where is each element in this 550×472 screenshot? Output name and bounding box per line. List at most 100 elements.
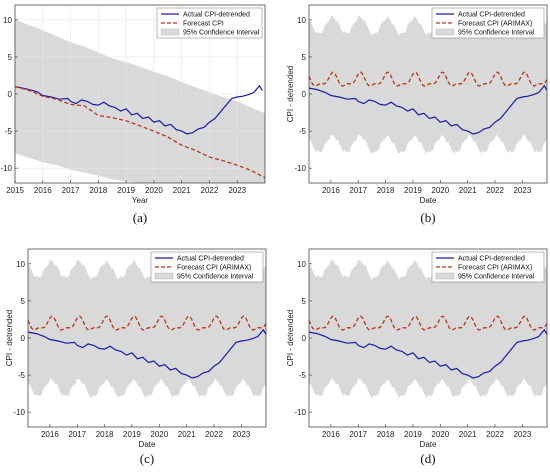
y-tick-label: 0	[21, 334, 26, 343]
chart-panel-c: -10 -5 0 5 10 2016 2017 2018 2019 2020 2021 2022 202…	[5, 248, 267, 466]
x-tick-label: 2019	[123, 430, 141, 439]
x-axis-label: Date	[139, 440, 156, 449]
y-tick-label: -5	[5, 127, 13, 136]
x-tick-label: 2018	[96, 430, 114, 439]
actual-line	[309, 84, 547, 135]
legend-swatch-ci	[435, 272, 455, 280]
legend: Actual CPI-detrended Forecast CPI (ARIMAX…	[431, 7, 545, 39]
y-tick-label: 10	[297, 260, 306, 269]
x-tick-label: 2016	[34, 186, 52, 195]
x-tick-label: 2020	[145, 186, 163, 195]
y-tick-label: 5	[21, 297, 26, 306]
y-tick-label: 5	[302, 53, 307, 62]
chart-panel-b: -10 -5 0 5 10 2016 2017 2018 2019 2020 2021 2022 202…	[286, 4, 548, 225]
confidence-band	[15, 19, 265, 183]
legend: Actual CPI-detrended Forecast CPI (ARIMAX…	[150, 251, 264, 283]
x-tick-label: 2021	[459, 186, 477, 195]
y-tick-label: -10	[13, 408, 25, 417]
legend-label: 95% Confidence Interval	[458, 30, 535, 37]
legend-label: 95% Confidence Interval	[458, 274, 535, 281]
x-tick-label: 2021	[459, 430, 477, 439]
forecast-line	[28, 315, 266, 331]
y-tick-label: 0	[8, 90, 13, 99]
y-tick-label: -5	[299, 371, 307, 380]
x-tick-label: 2022	[486, 430, 504, 439]
chart-panel-a: -10 -5 0 5 10 2015 2016 2017 2018 2019 2020 2021 202…	[0, 4, 266, 225]
legend-label: Actual CPI-detrended	[458, 256, 525, 263]
x-tick-label: 2017	[349, 430, 367, 439]
y-tick-label: 0	[302, 334, 307, 343]
forecast-line	[309, 315, 547, 331]
x-tick-label: 2017	[68, 430, 86, 439]
x-tick-label: 2019	[117, 186, 135, 195]
y-tick-label: 10	[297, 16, 306, 25]
x-tick-label: 2023	[228, 186, 246, 195]
legend-label: Actual CPI-detrended	[177, 256, 244, 263]
legend: Actual CPI-detrended Forecast CPI (ARIMAX…	[431, 251, 545, 283]
y-tick-label: -10	[294, 408, 306, 417]
legend-label: 95% Confidence Interval	[177, 274, 254, 281]
panel-label: (b)	[420, 210, 435, 225]
y-tick-label: -10	[0, 164, 12, 173]
x-tick-label: 2019	[404, 430, 422, 439]
y-axis-label: CPI - detrended	[286, 310, 295, 366]
legend-label: Forecast CPI	[183, 21, 224, 28]
y-tick-label: 5	[8, 53, 13, 62]
x-tick-label: 2016	[322, 430, 340, 439]
x-tick-label: 2020	[150, 430, 168, 439]
panel-label: (a)	[133, 210, 147, 225]
forecast-line	[309, 71, 547, 87]
x-tick-label: 2016	[41, 430, 59, 439]
x-tick-label: 2022	[486, 186, 504, 195]
chart-panel-d: -10 -5 0 5 10 2016 2017 2018 2019 2020 2021 2022 202…	[286, 248, 548, 466]
y-axis-label: CPI - detrended	[0, 66, 1, 122]
legend-label: Forecast CPI (ARIMAX)	[458, 21, 532, 28]
y-axis-label: CPI - detrended	[5, 310, 14, 366]
legend-label: Forecast CPI (ARIMAX)	[458, 265, 532, 272]
y-axis-label: CPI - detrended	[286, 66, 295, 122]
legend-swatch-ci	[160, 28, 180, 36]
x-axis-label: Date	[420, 196, 437, 205]
x-tick-label: 2023	[513, 186, 531, 195]
x-tick-label: 2021	[178, 430, 196, 439]
x-tick-label: 2018	[377, 430, 395, 439]
actual-line	[309, 328, 547, 379]
x-tick-label: 2017	[62, 186, 80, 195]
x-tick-label: 2019	[404, 186, 422, 195]
x-tick-label: 2016	[322, 186, 340, 195]
x-tick-label: 2020	[431, 430, 449, 439]
actual-line	[28, 328, 266, 379]
legend: Actual CPI-detrended Forecast CPI 95% Conf…	[156, 7, 263, 39]
y-tick-label: -10	[294, 164, 306, 173]
y-tick-label: -5	[299, 127, 307, 136]
y-tick-label: 10	[3, 16, 12, 25]
x-tick-label: 2018	[377, 186, 395, 195]
x-tick-label: 2015	[6, 186, 24, 195]
x-tick-label: 2020	[431, 186, 449, 195]
x-axis-label: Year	[132, 196, 149, 205]
x-tick-label: 2021	[173, 186, 191, 195]
y-tick-label: -5	[18, 371, 26, 380]
legend-swatch-ci	[154, 272, 174, 280]
panel-label: (c)	[140, 451, 154, 466]
y-tick-label: 10	[16, 260, 25, 269]
legend-label: Actual CPI-detrended	[183, 12, 250, 19]
x-axis-label: Date	[420, 440, 437, 449]
x-tick-label: 2022	[205, 430, 223, 439]
panel-label: (d)	[420, 451, 435, 466]
forecast-line	[15, 85, 265, 179]
actual-line	[15, 84, 263, 135]
legend-label: Actual CPI-detrended	[458, 12, 525, 19]
x-tick-label: 2023	[513, 430, 531, 439]
x-tick-label: 2022	[201, 186, 219, 195]
legend-label: 95% Confidence Interval	[183, 30, 260, 37]
x-tick-label: 2023	[232, 430, 250, 439]
legend-label: Forecast CPI (ARIMAX)	[177, 265, 251, 272]
legend-swatch-ci	[435, 28, 455, 36]
x-tick-label: 2018	[89, 186, 107, 195]
y-tick-label: 0	[302, 90, 307, 99]
x-tick-label: 2017	[349, 186, 367, 195]
y-tick-label: 5	[302, 297, 307, 306]
